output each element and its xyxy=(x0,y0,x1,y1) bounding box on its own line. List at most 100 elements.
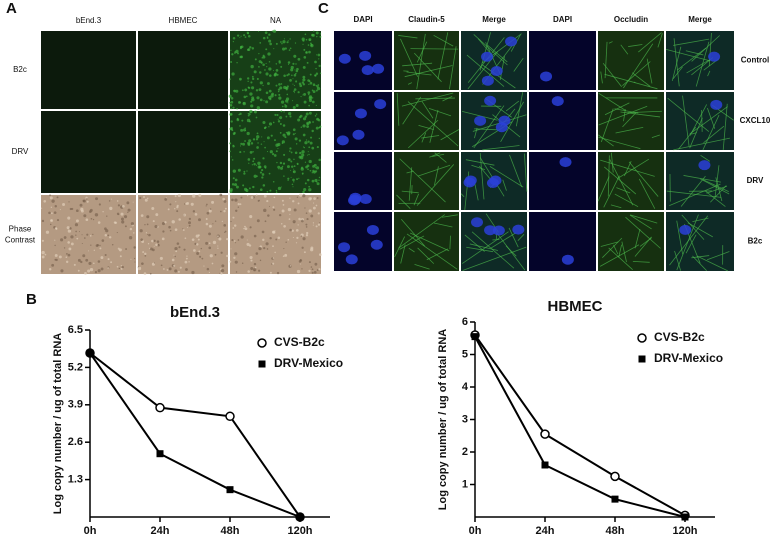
x-tick-label: 120h xyxy=(287,525,312,537)
y-tick-label: 5.2 xyxy=(68,361,83,373)
texture xyxy=(287,40,289,42)
texture xyxy=(315,104,317,107)
texture xyxy=(314,74,317,77)
legend-label: DRV-Mexico xyxy=(654,351,723,365)
texture xyxy=(48,268,52,271)
texture xyxy=(281,142,284,144)
texture xyxy=(120,217,124,221)
texture xyxy=(277,90,280,93)
texture xyxy=(232,106,235,109)
texture xyxy=(253,110,257,114)
texture xyxy=(220,210,222,213)
texture xyxy=(271,152,275,156)
texture xyxy=(272,29,277,33)
column-label: Merge xyxy=(688,15,712,24)
texture xyxy=(186,227,188,229)
texture xyxy=(235,271,238,273)
texture xyxy=(155,243,158,247)
texture xyxy=(621,241,627,263)
texture xyxy=(315,31,319,35)
texture xyxy=(66,226,70,230)
texture xyxy=(692,255,707,271)
texture xyxy=(273,48,275,50)
texture xyxy=(224,230,227,233)
texture xyxy=(306,122,309,125)
texture xyxy=(598,134,614,147)
texture xyxy=(308,80,311,83)
texture xyxy=(231,53,234,56)
texture xyxy=(89,208,93,212)
texture xyxy=(233,256,236,259)
texture xyxy=(290,160,293,163)
texture xyxy=(303,100,307,104)
texture xyxy=(107,234,110,237)
texture xyxy=(311,100,315,104)
texture xyxy=(229,142,232,145)
texture xyxy=(142,251,145,254)
texture xyxy=(67,216,71,220)
chart-title: bEnd.3 xyxy=(170,304,220,321)
texture xyxy=(318,158,321,162)
texture xyxy=(188,224,191,227)
x-tick-label: 120h xyxy=(672,525,697,537)
texture xyxy=(286,93,289,96)
texture xyxy=(108,200,111,202)
texture xyxy=(304,161,307,163)
texture xyxy=(281,199,284,202)
texture xyxy=(77,258,81,262)
texture xyxy=(252,160,255,163)
y-tick-label: 2 xyxy=(462,446,468,458)
texture xyxy=(292,133,295,136)
texture xyxy=(307,140,310,143)
texture xyxy=(174,228,178,232)
texture xyxy=(288,218,291,221)
texture xyxy=(292,105,296,110)
texture xyxy=(313,202,315,204)
texture xyxy=(120,267,123,270)
texture xyxy=(121,265,124,269)
texture xyxy=(263,208,267,213)
texture xyxy=(56,196,59,199)
texture xyxy=(249,226,252,229)
texture xyxy=(487,45,508,63)
texture xyxy=(243,172,246,175)
texture xyxy=(164,221,167,224)
texture xyxy=(310,44,313,47)
texture xyxy=(95,197,99,201)
nucleus xyxy=(359,50,372,61)
texture xyxy=(54,253,58,257)
texture xyxy=(598,92,626,111)
texture xyxy=(287,158,291,162)
texture xyxy=(469,243,498,251)
texture xyxy=(97,221,101,224)
texture xyxy=(161,237,165,241)
texture xyxy=(125,248,128,250)
texture xyxy=(62,203,66,207)
texture xyxy=(275,84,278,87)
texture xyxy=(140,238,143,241)
texture xyxy=(307,168,309,171)
texture xyxy=(313,197,316,201)
texture xyxy=(285,99,289,103)
texture xyxy=(293,181,295,183)
texture xyxy=(65,260,69,264)
texture xyxy=(232,177,235,180)
texture xyxy=(471,164,486,171)
texture xyxy=(244,127,246,129)
texture xyxy=(272,181,275,183)
texture xyxy=(265,62,267,65)
texture xyxy=(63,247,66,249)
texture xyxy=(289,78,292,82)
texture xyxy=(183,213,187,217)
y-tick-label: 5 xyxy=(462,348,468,360)
texture xyxy=(628,161,659,197)
texture xyxy=(282,204,285,206)
texture xyxy=(237,52,239,55)
texture xyxy=(263,165,267,168)
texture xyxy=(76,237,79,240)
texture xyxy=(169,203,172,206)
nucleus xyxy=(345,254,358,265)
texture xyxy=(287,63,290,65)
legend-marker xyxy=(638,355,646,363)
texture xyxy=(274,113,277,116)
